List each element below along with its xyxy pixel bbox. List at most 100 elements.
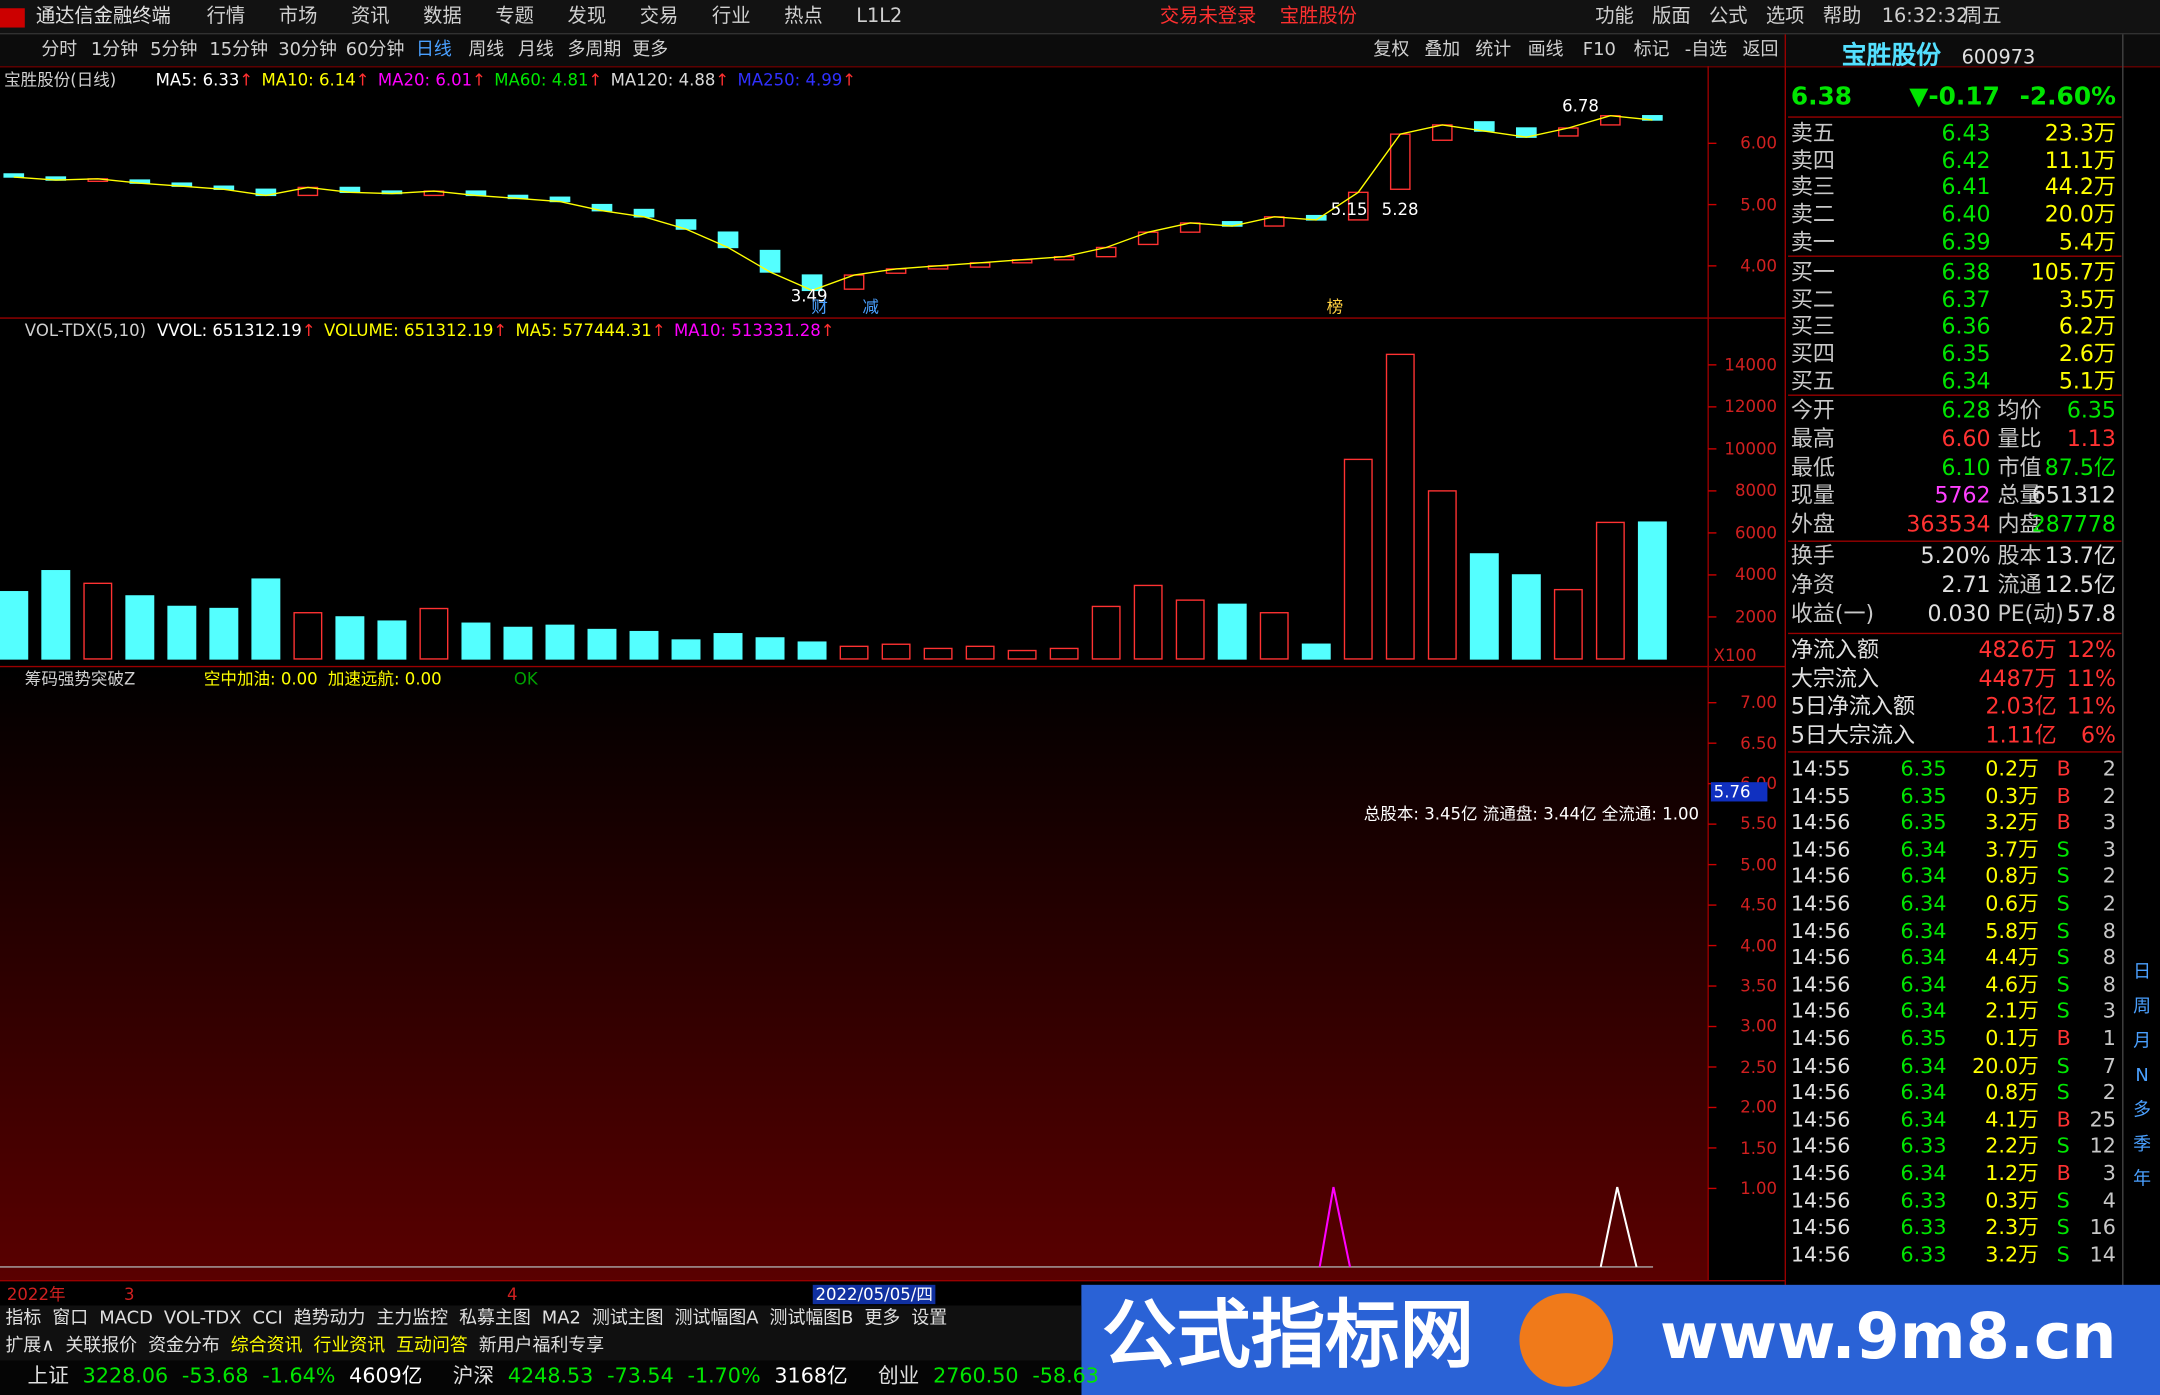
volume-unit: X100 <box>1713 645 1757 666</box>
y-tick-label: 6.00 <box>1740 133 1778 153</box>
volume-bar <box>41 570 71 660</box>
tick-count: 3 <box>2102 809 2116 835</box>
stat-label: 总量 <box>1997 482 2042 509</box>
tick-price: 6.34 <box>1900 944 1947 970</box>
y-tick-label: 5.00 <box>1740 194 1778 215</box>
volume-bar <box>1133 584 1163 660</box>
candle <box>1431 124 1453 141</box>
stock-code: 600973 <box>1961 46 2036 69</box>
book-label: 卖三 <box>1790 174 1835 201</box>
book-volume: 3.5万 <box>2058 286 2116 313</box>
tick-volume: 0.2万 <box>1985 756 2039 781</box>
volume-bar <box>881 643 911 660</box>
book-price: 6.38 <box>1941 258 1991 286</box>
book-label: 卖五 <box>1790 119 1835 146</box>
volume-legend: ↑ <box>651 320 666 341</box>
stat-value: 87.5亿 <box>2044 453 2116 481</box>
tick-count: 8 <box>2102 944 2116 970</box>
stat-value: 6.60 <box>1941 425 1991 452</box>
app-icon <box>0 8 25 28</box>
stat-value: 12.5亿 <box>2044 571 2116 598</box>
info-link: 行业资讯 <box>313 1335 386 1357</box>
indicator-tab: 测试幅图A <box>674 1308 759 1329</box>
index-quote: 4609亿 <box>349 1363 423 1389</box>
flow-pct: 6% <box>2080 721 2116 748</box>
tick-price: 6.35 <box>1900 783 1947 808</box>
indicator-tab: MA2 <box>541 1308 581 1329</box>
stat-value: 287778 <box>2031 511 2116 538</box>
tick-count: 3 <box>2102 836 2116 862</box>
info-link: 扩展∧ <box>5 1335 55 1357</box>
tick-price: 6.34 <box>1900 863 1947 889</box>
tick-count: 12 <box>2089 1133 2116 1159</box>
tick-price: 6.34 <box>1900 971 1947 997</box>
tick-time: 14:56 <box>1790 863 1851 889</box>
watermark-name: 公式指标网 <box>1102 1291 1474 1379</box>
volume-bar <box>629 630 659 660</box>
tick-volume: 20.0万 <box>1972 1052 2039 1078</box>
flow-value: 2.03亿 <box>1985 693 2057 720</box>
price-annotation: 5.15 <box>1330 199 1368 219</box>
index-quote: 2760.50 <box>933 1363 1019 1389</box>
period-tab: 15分钟 <box>209 39 268 61</box>
price-annotation: 6.78 <box>1562 96 1599 116</box>
volume-bar <box>377 620 407 660</box>
index-quote: 上证 <box>27 1363 69 1389</box>
tool-button: F10 <box>1582 39 1616 61</box>
tick-volume: 4.6万 <box>1985 971 2039 997</box>
indicator-tab: 私募主图 <box>459 1308 531 1329</box>
price-annotation: 5.28 <box>1381 199 1419 219</box>
y-tick-label: 4.00 <box>1740 935 1778 956</box>
tick-count: 16 <box>2089 1214 2116 1240</box>
flow-label: 5日大宗流入 <box>1790 721 1916 748</box>
menu-item: 热点 <box>784 5 823 28</box>
volume-bar <box>1175 599 1205 660</box>
volume-bar <box>1511 574 1541 660</box>
tick-side: S <box>2056 998 2070 1024</box>
tick-time: 14:56 <box>1790 1187 1851 1213</box>
stat-value: 6.35 <box>2066 396 2116 423</box>
indicator-tab: 主力监控 <box>376 1308 449 1329</box>
volume-bar <box>797 641 827 660</box>
tick-volume: 0.6万 <box>1985 890 2039 916</box>
volume-bar <box>167 605 197 660</box>
book-price: 6.34 <box>1941 367 1991 394</box>
tick-volume: 2.2万 <box>1985 1133 2039 1159</box>
stat-value: 13.7亿 <box>2044 542 2116 569</box>
menu-item: 专题 <box>495 5 534 28</box>
menu-item: L1L2 <box>856 5 903 28</box>
signal-pulse <box>1599 1186 1638 1268</box>
y-tick-label: 2.50 <box>1740 1057 1778 1077</box>
tick-price: 6.34 <box>1900 836 1947 862</box>
flow-pct: 11% <box>2066 693 2116 720</box>
stat-value: 0.030 <box>1927 599 1991 627</box>
signal-pulse <box>1318 1186 1352 1268</box>
stat-label: 最低 <box>1790 453 1835 481</box>
clock: 16:32:32 <box>1881 5 1969 28</box>
tool-button: 标记 <box>1633 39 1670 61</box>
tick-volume: 0.8万 <box>1985 863 2039 889</box>
y-tick-label: 4.00 <box>1740 256 1778 276</box>
tick-count: 8 <box>2102 917 2116 943</box>
tick-side: S <box>2056 1052 2070 1078</box>
indicator-tab: 更多 <box>864 1308 901 1329</box>
indicator-tab: 趋势动力 <box>293 1308 366 1329</box>
tick-count: 4 <box>2102 1187 2116 1213</box>
book-price: 6.35 <box>1941 340 1991 367</box>
stat-label: 流通 <box>1997 571 2042 598</box>
price-annotation: 财 <box>811 297 828 317</box>
y-tick-label: 3.00 <box>1740 1016 1778 1037</box>
info-link: 综合资讯 <box>230 1335 303 1357</box>
indicator-legend: 加速远航: 0.00 <box>327 669 442 689</box>
tick-price: 6.34 <box>1900 917 1947 943</box>
stat-label: 收益(一) <box>1790 599 1875 627</box>
period-side-tab: 多 <box>2133 1100 2152 1121</box>
status-bar <box>0 1360 1082 1395</box>
ma-legend: MA20: 6.01 <box>377 70 473 90</box>
tick-volume: 2.3万 <box>1985 1214 2039 1240</box>
watermark-banner <box>1081 1284 2160 1395</box>
stat-label: PE(动) <box>1997 599 2064 627</box>
volume-bar <box>1091 605 1121 660</box>
book-price: 6.42 <box>1941 146 1991 174</box>
